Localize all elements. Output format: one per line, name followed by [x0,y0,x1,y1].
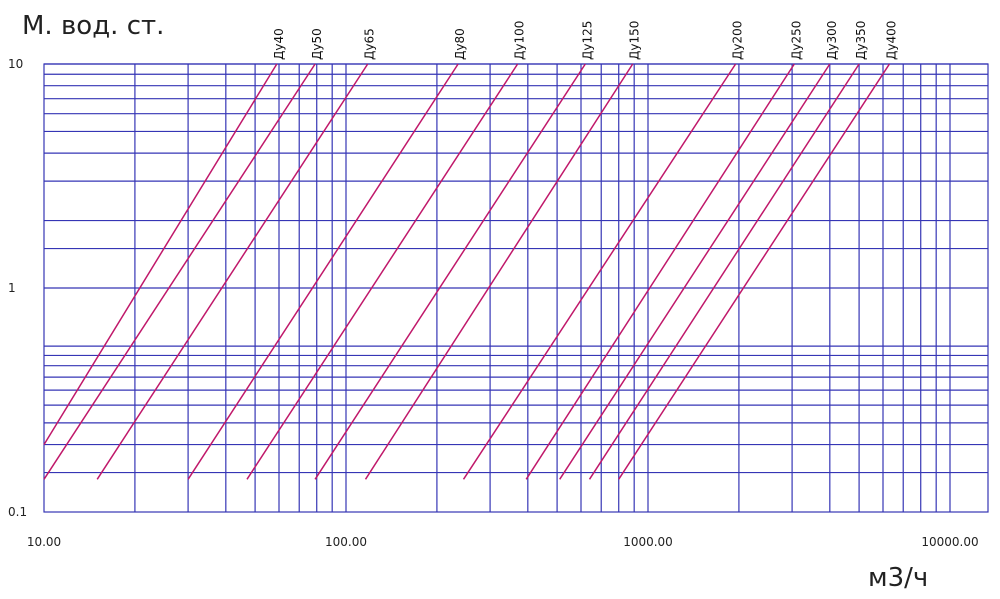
series-line [96,63,369,480]
tick-labels: 10.00 100.00 1000.00 10000.00 10 1 0.1 [8,57,979,549]
y-axis-title: М. вод. ст. [22,11,164,41]
y-tick-label: 0.1 [8,505,27,519]
series-line [588,63,860,480]
series-lines [43,63,891,480]
y-tick-label: 1 [8,281,16,295]
series-line [462,63,737,480]
series-line [246,63,519,480]
series-line [187,63,459,480]
series-line [43,63,316,480]
series-label: Ду125 [580,21,594,60]
plot-frame [43,63,989,513]
series-line [364,63,634,480]
x-tick-label: 1000.00 [623,535,673,549]
series-label: Ду300 [825,21,839,60]
series-label: Ду150 [628,21,642,60]
series-label: Ду350 [854,21,868,60]
series-line [314,63,586,480]
series-label: Ду250 [789,21,803,60]
series-line [525,63,795,480]
series-label: Ду65 [363,28,377,60]
x-tick-label: 10.00 [27,535,61,549]
series-line [618,63,891,480]
series-label: Ду80 [453,28,467,60]
series-line [43,63,278,445]
series-label: Ду40 [272,28,286,60]
series-labels: Ду40 Ду50 Ду65 Ду80 Ду100 Ду125 Ду150 Ду200 Ду25… [272,21,899,60]
x-axis-title: м3/ч [868,563,928,593]
series-label: Ду200 [731,21,745,60]
series-label: Ду100 [513,21,527,60]
series-line [559,63,831,480]
x-tick-label: 100.00 [325,535,367,549]
series-label: Ду50 [310,28,324,60]
y-tick-label: 10 [8,57,23,71]
series-label: Ду400 [884,21,898,60]
x-tick-label: 10000.00 [921,535,978,549]
